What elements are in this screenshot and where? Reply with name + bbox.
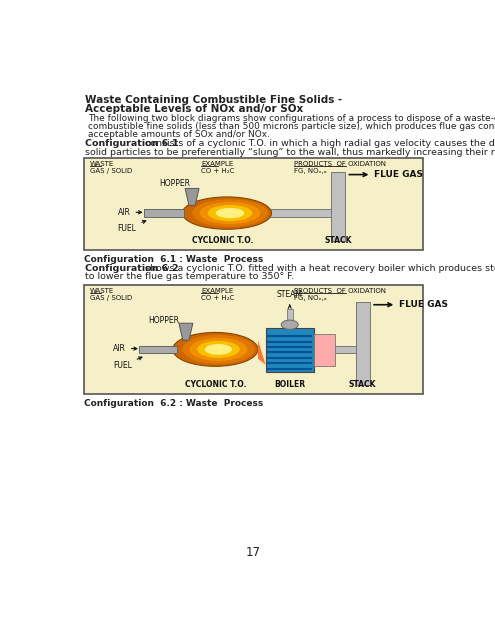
Ellipse shape <box>200 202 260 224</box>
Ellipse shape <box>192 199 268 227</box>
Text: AIR: AIR <box>118 208 142 217</box>
Text: AIR: AIR <box>113 344 137 353</box>
Ellipse shape <box>216 208 245 218</box>
Text: WASTE: WASTE <box>90 161 114 167</box>
Bar <box>287 309 293 328</box>
Text: FLUE GAS: FLUE GAS <box>349 170 423 179</box>
Text: CYCLONIC T.O.: CYCLONIC T.O. <box>193 236 254 244</box>
Text: solid particles to be preferentially “slung” to the wall, thus markedly increasi: solid particles to be preferentially “sl… <box>85 148 495 157</box>
Ellipse shape <box>182 335 254 364</box>
Bar <box>84 285 423 394</box>
Text: Configuration  6.2 : Waste  Process: Configuration 6.2 : Waste Process <box>84 399 263 408</box>
Text: HOPPER: HOPPER <box>159 179 191 193</box>
Polygon shape <box>258 340 266 365</box>
Text: EXAMPLE: EXAMPLE <box>201 161 234 167</box>
Text: STACK: STACK <box>349 380 376 388</box>
Text: Waste Containing Combustible Fine Solids -: Waste Containing Combustible Fine Solids… <box>85 95 343 104</box>
Bar <box>270 209 331 217</box>
Ellipse shape <box>197 341 240 358</box>
Ellipse shape <box>208 205 252 221</box>
Text: shows a cyclonic T.O. fitted with a heat recovery boiler which produces steam: shows a cyclonic T.O. fitted with a heat… <box>142 264 495 273</box>
Bar <box>336 346 355 353</box>
Text: GAS / SOLID: GAS / SOLID <box>90 294 132 301</box>
Text: STEAM: STEAM <box>277 289 303 308</box>
Text: FG, NOₓ,ₐ: FG, NOₓ,ₐ <box>295 294 327 301</box>
Ellipse shape <box>205 344 232 355</box>
Text: acceptable amounts of SOx and/or NOx.: acceptable amounts of SOx and/or NOx. <box>88 130 270 139</box>
Ellipse shape <box>281 320 298 330</box>
Bar <box>355 301 370 385</box>
Text: CYCLONIC T.O.: CYCLONIC T.O. <box>185 380 246 388</box>
Text: combustible fine solids (less than 500 microns particle size), which produces fl: combustible fine solids (less than 500 m… <box>88 122 495 131</box>
Text: Acceptable Levels of NOx and/or SOx: Acceptable Levels of NOx and/or SOx <box>85 104 303 114</box>
Text: CO + H₂C: CO + H₂C <box>201 294 235 301</box>
Ellipse shape <box>190 338 248 361</box>
Bar <box>314 334 336 366</box>
Text: Configuration 6.2: Configuration 6.2 <box>85 264 179 273</box>
Text: FUEL: FUEL <box>118 221 146 233</box>
Bar <box>331 172 345 241</box>
Text: FLUE GAS: FLUE GAS <box>374 300 448 309</box>
Text: Configuration  6.1 : Waste  Process: Configuration 6.1 : Waste Process <box>84 255 263 264</box>
Text: consists of a cyclonic T.O. in which a high radial gas velocity causes the dense: consists of a cyclonic T.O. in which a h… <box>142 139 495 148</box>
Text: FG, NOₓ,ₐ: FG, NOₓ,ₐ <box>295 168 327 173</box>
Text: WASTE: WASTE <box>90 288 114 294</box>
Text: FUEL: FUEL <box>113 357 142 370</box>
Text: GAS / SOLID: GAS / SOLID <box>90 168 132 173</box>
Text: PRODUCTS  OF OXIDATION: PRODUCTS OF OXIDATION <box>295 161 387 167</box>
Text: STACK: STACK <box>324 236 351 244</box>
Text: EXAMPLE: EXAMPLE <box>201 288 234 294</box>
Bar <box>144 209 184 217</box>
Text: CO + H₂C: CO + H₂C <box>201 168 235 173</box>
Bar <box>266 328 314 372</box>
Text: BOILER: BOILER <box>274 380 305 388</box>
Bar <box>84 157 423 250</box>
Polygon shape <box>185 188 199 205</box>
Text: 17: 17 <box>246 546 261 559</box>
Text: PRODUCTS  OF OXIDATION: PRODUCTS OF OXIDATION <box>295 288 387 294</box>
Polygon shape <box>179 323 193 340</box>
Bar <box>140 346 177 353</box>
Text: HOPPER: HOPPER <box>148 316 185 328</box>
Text: The following two block diagrams show configurations of a process to dispose of : The following two block diagrams show co… <box>88 114 495 123</box>
Ellipse shape <box>173 332 258 366</box>
Ellipse shape <box>182 197 272 229</box>
Text: to lower the flue gas temperature to 350° F.: to lower the flue gas temperature to 350… <box>85 273 294 282</box>
Text: Configuration 6.1: Configuration 6.1 <box>85 139 179 148</box>
